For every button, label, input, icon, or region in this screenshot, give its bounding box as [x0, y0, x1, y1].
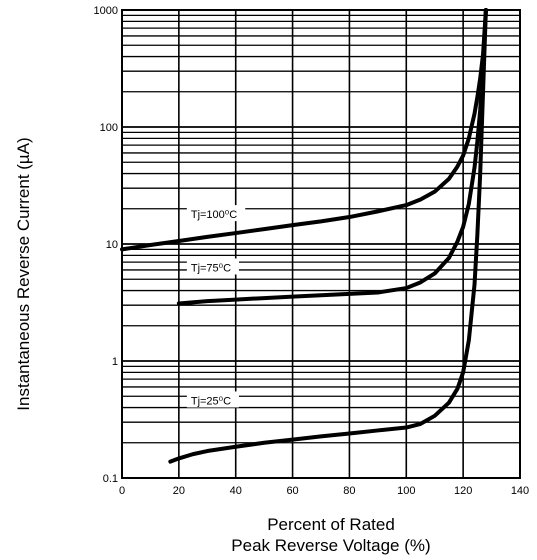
curve-tj-75 [176, 8, 488, 306]
curve-tj-100 [120, 8, 488, 252]
x-tick-label: 60 [286, 485, 298, 497]
curve-label: Tj=25⁰C [191, 395, 231, 407]
y-tick-label: 0.1 [103, 473, 118, 485]
curve-label: Tj=75⁰C [191, 262, 231, 274]
y-tick-label: 10 [106, 239, 118, 251]
y-tick-label: 1000 [94, 5, 118, 17]
y-tick-label: 100 [100, 122, 118, 134]
plot-frame [121, 9, 521, 479]
x-tick-label: 120 [454, 485, 472, 497]
curve-tj-25 [168, 8, 488, 464]
x-axis-title: Peak Reverse Voltage (%) [231, 536, 430, 555]
x-tick-label: 100 [397, 485, 415, 497]
x-tick-label: 140 [511, 485, 529, 497]
x-tick-label: 20 [173, 485, 185, 497]
curve-label: Tj=100⁰C [191, 209, 237, 221]
x-tick-label: 80 [343, 485, 355, 497]
x-axis-title: Percent of Rated [267, 515, 395, 534]
y-axis-title: Instantaneous Reverse Current (µA) [14, 137, 33, 410]
curve-label-bg [186, 391, 239, 408]
x-tick-label: 40 [230, 485, 242, 497]
curve-label-bg [186, 205, 246, 222]
curve-label-bg [186, 258, 239, 275]
x-tick-label: 0 [119, 485, 125, 497]
y-tick-label: 1 [112, 356, 118, 368]
